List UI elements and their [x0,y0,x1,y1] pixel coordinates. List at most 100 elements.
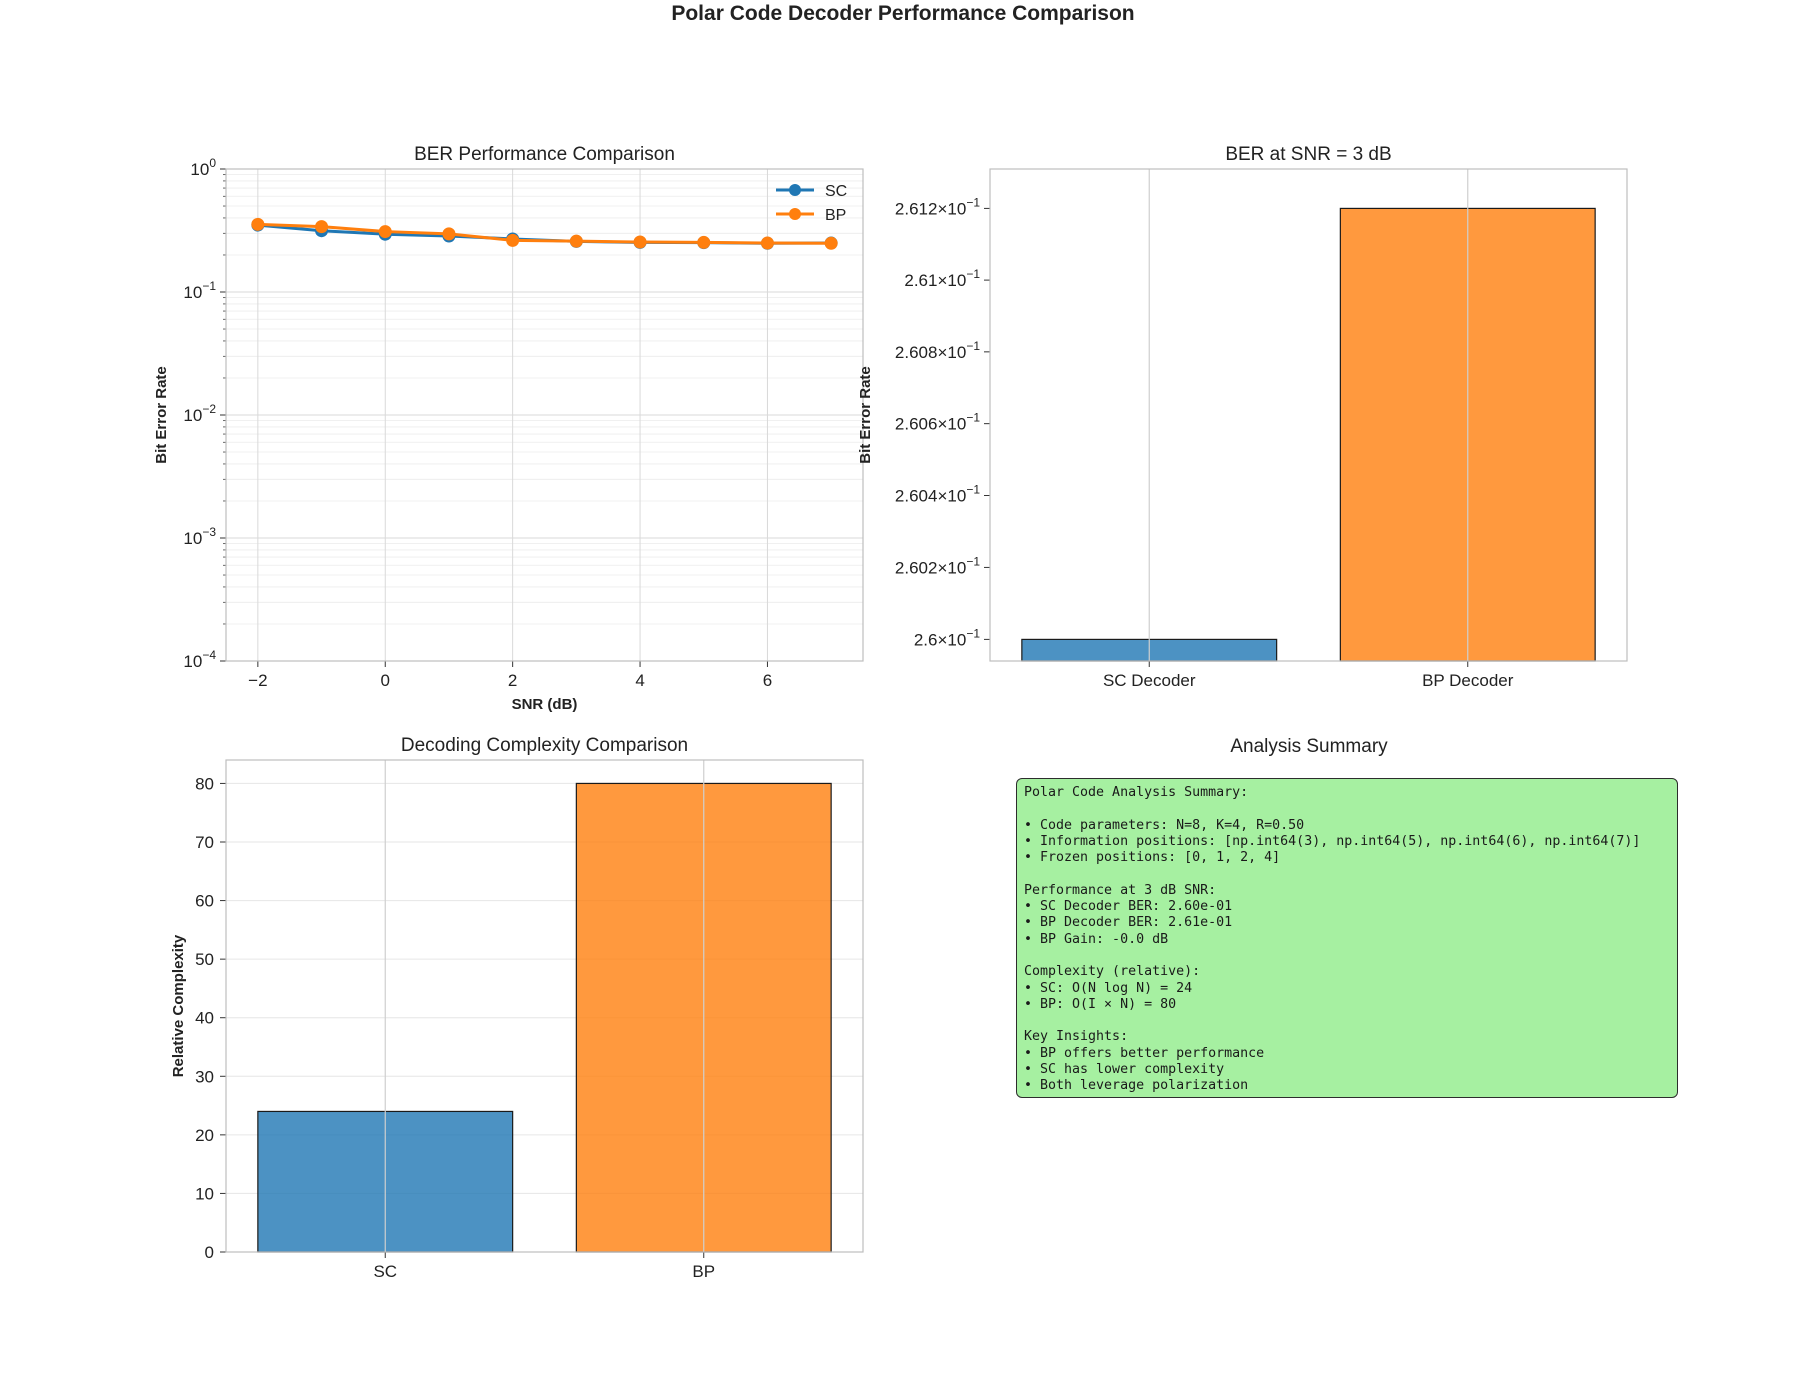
x-tick-label: SC [373,1262,397,1281]
summary-line: • BP Decoder BER: 2.61e-01 [1024,915,1233,931]
x-tick-label: SC Decoder [1103,671,1196,690]
summary-line: • SC: O(N log N) = 24 [1024,980,1193,996]
data-point-bp [760,236,774,250]
y-tick-label: 10−3 [183,525,216,548]
summary-line [1024,948,1670,964]
figure-suptitle: Polar Code Decoder Performance Compariso… [671,2,1134,25]
summary-line: • BP Gain: -0.0 dB [1024,931,1169,947]
x-tick-label: BP Decoder [1422,671,1514,690]
y-tick-mantissa: 2.608 [895,343,938,362]
summary-line: • Information positions: [np.int64(3), n… [1024,833,1641,849]
summary-line [1024,801,1670,817]
chart-title: BER at SNR = 3 dB [1225,144,1391,165]
x-tick-label: −2 [248,671,267,690]
y-tick-times-ten: ×10 [937,630,966,649]
y-tick-label: 2.602×10−1 [895,554,980,577]
summary-line: • SC Decoder BER: 2.60e-01 [1024,899,1233,915]
y-tick-exponent: −1 [966,195,980,209]
y-tick-exponent: −1 [966,483,980,497]
data-point-bp [378,225,392,239]
y-tick-base: 10 [183,283,202,302]
y-tick-label: 20 [195,1126,214,1145]
y-tick-base: 10 [183,529,202,548]
y-tick-exponent: −2 [202,402,216,416]
y-tick-label: 10−4 [183,648,216,671]
y-tick-label: 100 [190,156,216,179]
y-tick-base: 10 [183,652,202,671]
y-tick-times-ten: ×10 [937,199,966,218]
data-point-bp [569,234,583,248]
y-tick-times-ten: ×10 [937,271,966,290]
y-tick-exponent: −3 [202,525,216,539]
y-tick-label: 2.612×10−1 [895,195,980,218]
y-tick-times-ten: ×10 [937,343,966,362]
x-tick-label: 4 [635,671,644,690]
y-tick-label: 2.606×10−1 [895,411,980,434]
y-tick-mantissa: 2.61 [904,271,937,290]
y-tick-label: 10 [195,1184,214,1203]
summary-line: Complexity (relative): [1024,964,1201,980]
plot-frame [225,759,864,1253]
y-tick-label: 2.61×10−1 [904,267,980,290]
y-tick-label: 2.608×10−1 [895,339,980,362]
y-tick-exponent: −1 [202,279,216,293]
y-tick-times-ten: ×10 [937,558,966,577]
data-point-bp [442,227,456,241]
y-tick-label: 2.604×10−1 [895,483,980,506]
summary-line: • BP: O(I × N) = 80 [1024,996,1177,1012]
summary-line: Polar Code Analysis Summary: [1024,785,1249,800]
y-tick-exponent: −1 [966,411,980,425]
summary-line: • BP offers better performance [1024,1045,1265,1061]
y-tick-base: 10 [183,406,202,425]
legend-marker-sc [789,184,801,196]
y-tick-mantissa: 2.612 [895,199,938,218]
data-point-bp [506,233,520,247]
summary-line: • SC has lower complexity [1024,1062,1225,1078]
chart-title: Decoding Complexity Comparison [401,735,688,756]
y-tick-exponent: 0 [209,156,216,170]
y-tick-exponent: −1 [966,267,980,281]
legend-marker-bp [789,208,801,220]
y-tick-label: 0 [205,1243,214,1262]
y-tick-times-ten: ×10 [937,415,966,434]
y-tick-exponent: −1 [966,339,980,353]
y-tick-mantissa: 2.6 [914,630,938,649]
y-axis-label: Bit Error Rate [857,366,874,464]
data-point-bp [633,235,647,249]
y-tick-base: 10 [190,160,209,179]
summary-line: Performance at 3 dB SNR: [1024,882,1217,898]
y-axis-label: Bit Error Rate [153,366,170,464]
y-tick-label: 10−2 [183,402,216,425]
data-point-bp [824,236,838,250]
data-point-bp [697,235,711,249]
y-tick-mantissa: 2.602 [895,558,938,577]
x-tick-label: 6 [763,671,772,690]
summary-line: • Code parameters: N=8, K=4, R=0.50 [1024,817,1305,833]
ber-bar-chart: 2.6×10−12.602×10−12.604×10−12.606×10−12.… [857,144,1628,690]
y-tick-exponent: −1 [966,626,980,640]
legend-label-sc: SC [825,183,847,200]
series-line-bp [257,222,832,245]
y-tick-times-ten: ×10 [937,487,966,506]
y-axis-label: Relative Complexity [170,934,187,1077]
chart-title: BER Performance Comparison [414,144,675,165]
summary-line [1024,866,1670,882]
legend: SC BP [776,183,847,224]
y-tick-label: 30 [195,1067,214,1086]
summary-line: Key Insights: [1024,1029,1129,1045]
summary-line: • Frozen positions: [0, 1, 2, 4] [1024,850,1281,866]
x-tick-label: 0 [381,671,390,690]
analysis-summary-box: Polar Code Analysis Summary: • Code param… [1016,778,1678,1098]
y-tick-label: 60 [195,892,214,911]
y-tick-label: 2.6×10−1 [914,626,980,649]
y-tick-label: 40 [195,1009,214,1028]
data-point-bp [315,220,329,234]
data-point-bp [251,217,265,231]
complexity-bar-chart: 0 10 20 30 40 50 60 70 80 SC BP Decoding Complexity… [170,735,864,1281]
y-tick-exponent: −4 [202,648,216,662]
summary-line [1024,1013,1670,1029]
x-tick-label: BP [692,1262,715,1281]
summary-panel-title: Analysis Summary [1230,736,1388,757]
